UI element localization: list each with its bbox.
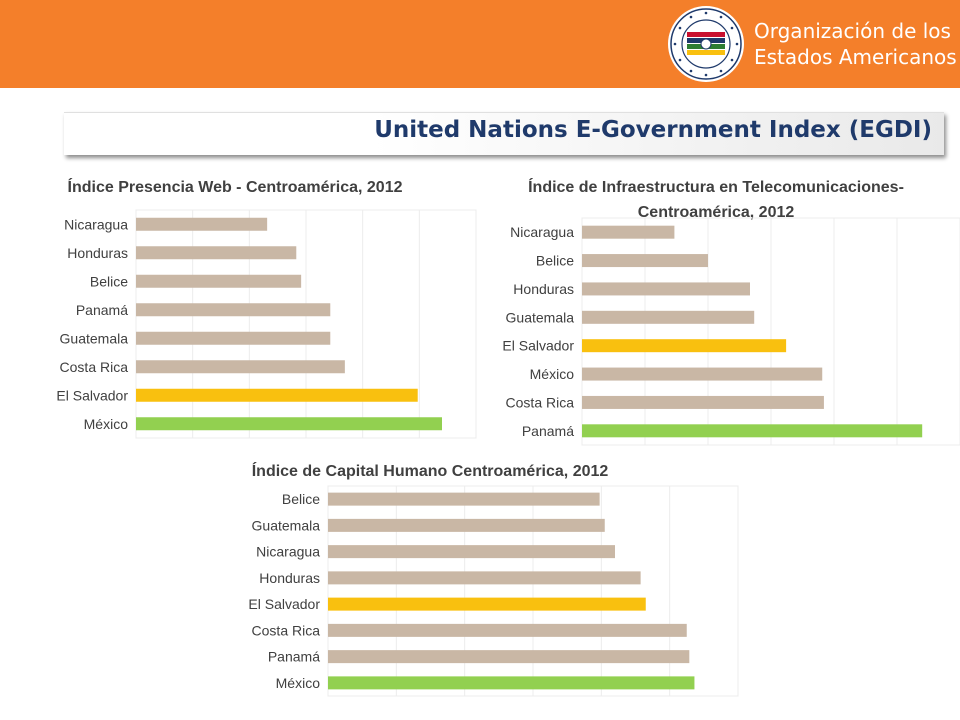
org-name-line2: Estados Americanos [754, 45, 957, 69]
bar [582, 282, 750, 296]
category-label: Costa Rica [506, 394, 575, 410]
bar [582, 367, 823, 381]
category-label: Panamá [268, 649, 320, 665]
category-label: El Salvador [56, 387, 128, 403]
bar [136, 331, 331, 345]
chart-title: Centroamérica, 2012 [638, 204, 795, 221]
category-label: Honduras [67, 245, 128, 261]
bar [328, 518, 605, 532]
category-label: Guatemala [252, 517, 321, 533]
category-label: Nicaragua [256, 544, 320, 560]
bar [582, 310, 755, 324]
bar [136, 217, 268, 231]
category-label: Honduras [513, 281, 574, 297]
category-label: Nicaragua [64, 216, 128, 232]
category-label: Belice [90, 273, 128, 289]
chart-infraestructura: Índice de Infraestructura en Telecomunic… [476, 170, 960, 446]
category-label: México [530, 366, 575, 382]
slide-title: United Nations E-Government Index (EGDI) [374, 117, 932, 143]
chart-title: Índice de Capital Humano Centroamérica, … [252, 461, 609, 480]
chart-presencia-web-svg: Índice Presencia Web - Centroamérica, 20… [56, 177, 477, 439]
org-header: Organización de los Estados Americanos [0, 0, 960, 88]
category-label: Belice [536, 253, 574, 269]
bar [328, 597, 646, 611]
category-label: El Salvador [248, 596, 320, 612]
category-label: México [276, 675, 321, 691]
chart-infraestructura-svg: Índice de Infraestructura en Telecomunic… [502, 177, 960, 446]
bar [582, 254, 708, 268]
chart-capital-humano-svg: Índice de Capital Humano Centroamérica, … [248, 461, 739, 697]
bar [582, 395, 824, 409]
slide-title-box: United Nations E-Government Index (EGDI) [64, 112, 944, 155]
category-label: México [84, 416, 129, 432]
chart-capital-humano: Índice de Capital Humano Centroamérica, … [220, 458, 750, 698]
category-label: Honduras [259, 570, 320, 586]
bar [136, 417, 442, 431]
category-label: Nicaragua [510, 224, 574, 240]
bar [582, 424, 923, 438]
chart-title: Índice Presencia Web - Centroamérica, 20… [68, 177, 403, 196]
category-label: Panamá [76, 302, 128, 318]
bar [328, 545, 615, 559]
bar [328, 492, 600, 506]
bar [582, 339, 787, 353]
bar [136, 274, 302, 288]
category-label: Guatemala [60, 330, 129, 346]
org-name-line1: Organización de los [754, 19, 951, 43]
chart-title: Índice de Infraestructura en Telecomunic… [528, 177, 904, 196]
category-label: Guatemala [506, 309, 575, 325]
chart-presencia-web: Índice Presencia Web - Centroamérica, 20… [20, 170, 480, 440]
bar [582, 225, 675, 239]
bar [328, 676, 695, 690]
category-label: Belice [282, 491, 320, 507]
bar [136, 246, 297, 260]
bar [328, 623, 687, 637]
bar [328, 650, 690, 664]
oas-seal-icon [668, 6, 744, 82]
org-name: Organización de los Estados Americanos [754, 18, 957, 70]
bar [136, 388, 418, 402]
category-label: El Salvador [502, 338, 574, 354]
bar [328, 571, 641, 585]
bar [136, 360, 345, 374]
category-label: Costa Rica [252, 622, 321, 638]
category-label: Costa Rica [60, 359, 129, 375]
bar [136, 303, 331, 317]
category-label: Panamá [522, 423, 574, 439]
